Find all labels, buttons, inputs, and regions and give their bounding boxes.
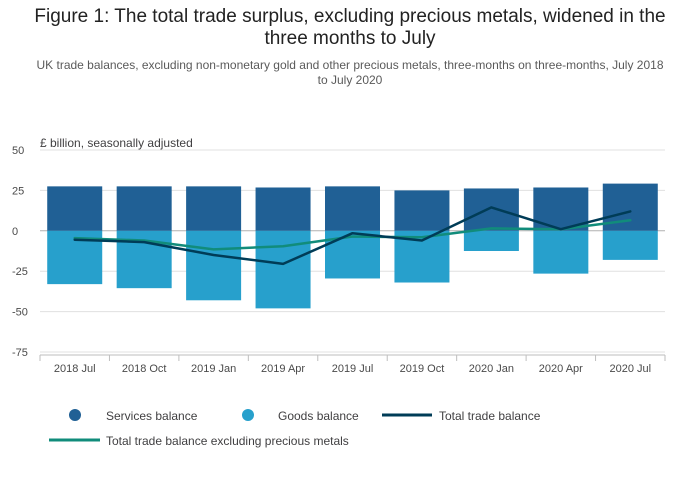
x-axis: 2018 Jul 2018 Oct 2019 Jan 2019 Apr 2019 Jul… [39, 354, 666, 375]
legend-label-goods: Goods balance [278, 409, 359, 423]
x-tick-label: 2020 Jul [609, 363, 651, 375]
bar-services [394, 190, 450, 231]
y-axis-label: £ billion, seasonally adjusted [40, 136, 193, 150]
y-tick-label: -25 [12, 266, 28, 278]
bar-services [186, 186, 242, 231]
legend: Services balance Goods balance Total tra… [49, 409, 541, 448]
x-tick-label: 2019 Apr [261, 363, 305, 375]
chart-subtitle: UK trade balances, excluding non-monetar… [36, 58, 664, 87]
legend-label-total: Total trade balance [439, 409, 541, 423]
chart-title: Figure 1: The total trade surplus, exclu… [34, 6, 666, 49]
legend-swatch-services [69, 409, 81, 421]
y-tick-label: 25 [12, 185, 24, 197]
bar-goods [186, 230, 242, 301]
bar-services [255, 187, 311, 231]
bar-services [325, 186, 380, 231]
legend-label-total-ex: Total trade balance excluding precious m… [106, 434, 349, 448]
x-tick-label: 2019 Oct [400, 363, 445, 375]
x-tick-label: 2018 Oct [122, 363, 167, 375]
bar-services [47, 186, 103, 231]
y-tick-label: -50 [12, 307, 28, 319]
y-tick-label: 0 [12, 226, 18, 238]
legend-label-services: Services balance [106, 409, 198, 423]
x-tick-label: 2020 Jan [469, 363, 514, 375]
bars-group [47, 183, 658, 309]
x-tick-label: 2019 Jul [332, 363, 374, 375]
lines-group [73, 206, 632, 266]
y-tick-label: 50 [12, 145, 24, 157]
x-tick-label: 2018 Jul [54, 363, 96, 375]
line-total-trade-ex-precious [73, 219, 632, 251]
y-axis: 50 25 0 -25 -50 -75 [12, 145, 28, 359]
bar-goods [533, 230, 589, 274]
line-total-trade [73, 206, 632, 266]
x-tick-label: 2019 Jan [191, 363, 236, 375]
bar-goods [463, 230, 519, 251]
bar-services [116, 186, 172, 231]
bar-goods [602, 230, 658, 260]
x-tick-label: 2020 Apr [539, 363, 583, 375]
legend-swatch-goods [242, 409, 254, 421]
bar-services [463, 188, 519, 231]
y-tick-label: -75 [12, 347, 28, 359]
